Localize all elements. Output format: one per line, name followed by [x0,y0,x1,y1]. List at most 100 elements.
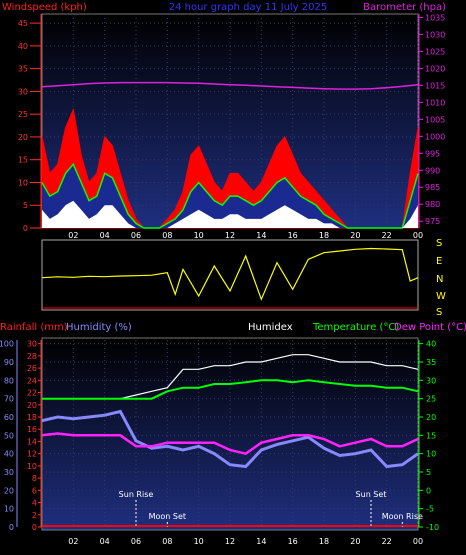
chart-title: 24 hour graph day 11 July 2025 [169,2,328,13]
barometer-tick-label: 995 [425,149,440,158]
windspeed-tick-label: 35 [18,65,28,74]
humidity-tick-label: 50 [4,431,14,440]
annotation-label: Moon Rise [382,512,423,521]
wind-direction-panel-background [41,239,419,311]
temp-x-tick-label: 08 [162,537,172,546]
humidity-axis-label: Humidity (%) [66,322,132,333]
wind-x-tick-label: 12 [225,231,235,240]
windspeed-tick-label: 10 [18,178,28,187]
barometer-tick-label: 1030 [425,30,445,39]
rainfall-tick-label: 6 [32,486,37,495]
windspeed-tick-label: 20 [18,133,28,142]
barometer-tick-label: 1000 [425,132,445,141]
humidity-tick-label: 10 [4,505,14,514]
rainfall-tick-label: 22 [27,389,37,398]
rainfall-tick-label: 14 [27,437,37,446]
humidity-tick-label: 70 [4,395,14,404]
barometer-tick-label: 985 [425,183,440,192]
rainfall-tick-label: 16 [27,425,37,434]
annotation-label: Sun Rise [119,490,154,499]
barometer-axis-label: Barometer (hpa) [363,2,446,13]
temp-x-tick-label: 10 [194,537,204,546]
wind-x-tick-label: 16 [288,231,298,240]
humidity-line [41,409,419,469]
temperature-tick-label: 0 [426,486,431,495]
temperature-tick-label: 40 [426,340,436,349]
barometer-line [41,81,419,90]
wind-direction-label: S [436,238,442,249]
wind-direction-line [41,247,419,301]
wind-x-tick-label: 20 [350,231,360,240]
windspeed-tick-label: 30 [18,87,28,96]
annotation-label: Moon Set [149,512,186,521]
barometer-tick-label: 1015 [425,81,445,90]
temperature-axis-label: Temperature (°C) [312,322,399,333]
wind-panel-axes: 0510152025303540459759809859909951000100… [18,13,446,240]
windspeed-tick-label: 15 [18,156,28,165]
wind-x-tick-label: 10 [194,231,204,240]
humidity-tick-label: 90 [4,358,14,367]
temperature-tick-label: 25 [426,395,436,404]
temperature-tick-label: 15 [426,431,436,440]
temp-x-tick-label: 02 [68,537,78,546]
annotation-label: Sun Set [356,490,387,499]
temp-x-tick-label: 12 [225,537,235,546]
wind-direction-label: N [436,274,443,285]
windspeed-tick-label: 5 [23,201,28,210]
wind-x-tick-label: 00 [413,231,423,240]
temperature-tick-label: 20 [426,413,436,422]
temp-x-tick-label: 00 [413,537,423,546]
windspeed-tick-label: 25 [18,110,28,119]
rainfall-tick-label: 24 [27,376,37,385]
wind-direction-label: W [436,291,446,302]
temperature-tick-label: 5 [426,468,431,477]
wind-x-tick-label: 14 [256,231,266,240]
rainfall-tick-label: 4 [32,499,37,508]
rainfall-tick-label: 10 [27,462,37,471]
temp-x-tick-label: 20 [350,537,360,546]
humidity-tick-label: 80 [4,376,14,385]
rainfall-tick-label: 26 [27,364,37,373]
temp-x-tick-label: 04 [100,537,110,546]
rainfall-tick-label: 2 [32,511,37,520]
temp-x-tick-label: 16 [288,537,298,546]
humidity-tick-label: 40 [4,450,14,459]
temp-x-tick-label: 18 [319,537,329,546]
temperature-panel-axes: 0102030405060708090100024681012141618202… [0,340,439,546]
rainfall-tick-label: 12 [27,450,37,459]
windspeed-tick-label: 40 [18,42,28,51]
rainfall-tick-label: 30 [27,340,37,349]
windspeed-axis-label: Windspeed (kph) [2,2,87,13]
rainfall-tick-label: 0 [32,523,37,532]
rainfall-tick-label: 28 [27,352,37,361]
windspeed-tick-label: 0 [23,224,28,233]
temperature-panel-background [41,337,419,531]
temp-x-tick-label: 06 [131,537,141,546]
humidity-tick-label: 100 [0,340,14,349]
temperature-panel-marks [41,354,419,527]
humidity-tick-label: 60 [4,413,14,422]
barometer-tick-label: 975 [425,217,440,226]
humidex-axis-label: Humidex [248,322,293,333]
barometer-tick-label: 980 [425,200,440,209]
barometer-tick-label: 1025 [425,47,445,56]
temperature-tick-label: 35 [426,358,436,367]
barometer-tick-label: 1035 [425,13,445,22]
humidity-tick-label: 0 [9,523,14,532]
rainfall-tick-label: 18 [27,413,37,422]
dewpoint-line [41,432,419,456]
temp-x-tick-label: 22 [382,537,392,546]
temperature-tick-label: 30 [426,376,436,385]
wind-x-tick-label: 04 [100,231,110,240]
temp-x-tick-label: 14 [256,537,266,546]
humidity-tick-label: 20 [4,486,14,495]
barometer-tick-label: 1020 [425,64,445,73]
wind-panel-marks [41,81,419,229]
temperature-line [42,379,419,400]
wind-direction-marks [41,247,419,309]
temperature-tick-label: 10 [426,450,436,459]
windspeed-tick-label: 45 [18,19,28,28]
humidity-tick-label: 30 [4,468,14,477]
